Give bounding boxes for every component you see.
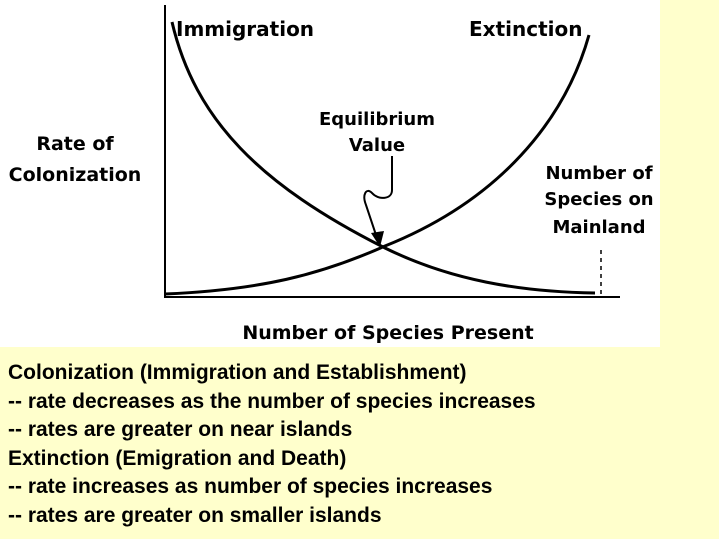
caption-text: Colonization (Immigration and Establishm… [8,359,708,531]
figure-panel: Immigration Extinction Rate of Colonizat… [0,0,660,347]
mainland-label-line1: Number of [545,163,652,184]
equilibrium-label-line2: Value [349,135,405,156]
mainland-label-line2: Species on [544,189,653,210]
caption-line: Colonization (Immigration and Establishm… [8,361,467,384]
equilibrium-arrowhead [371,231,384,247]
y-axis-label-line2: Colonization [9,164,142,186]
equilibrium-label-line1: Equilibrium [319,109,435,130]
species-equilibrium-diagram: Immigration Extinction Rate of Colonizat… [9,5,654,344]
immigration-curve [170,21,596,295]
y-axis-label-line1: Rate of [36,133,114,155]
extinction-label: Extinction [469,17,582,41]
caption-line: -- rates are greater on smaller islands [8,503,382,527]
caption-line: -- rate decreases as the number of speci… [8,389,536,413]
caption-line: -- rates are greater on near islands [8,418,353,442]
immigration-label: Immigration [176,17,314,41]
caption-line: -- rate increases as number of species i… [8,475,493,499]
caption-line: Extinction (Emigration and Death) [8,446,347,470]
extinction-curve [164,34,591,296]
mainland-label-line3: Mainland [552,217,645,238]
x-axis-label: Number of Species Present [242,322,533,344]
equilibrium-pointer [363,156,393,239]
